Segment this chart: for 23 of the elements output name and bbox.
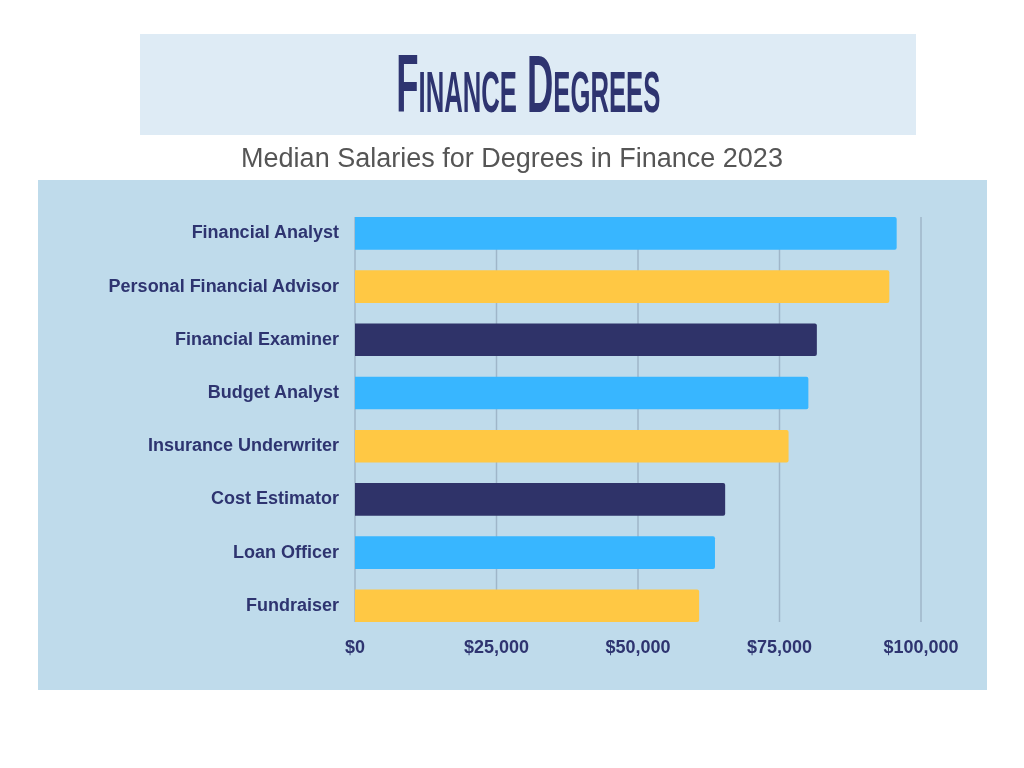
bar <box>355 217 897 250</box>
y-tick-label: Loan Officer <box>232 541 339 562</box>
y-tick-label: Financial Examiner <box>174 328 339 349</box>
bar <box>355 483 726 516</box>
chart-subtitle: Median Salaries for Degrees in Finance 2023 <box>240 142 784 175</box>
bar <box>355 376 809 410</box>
y-tick-label: Budget Analyst <box>207 381 340 402</box>
y-tick-label: Financial Analyst <box>191 222 340 243</box>
bar <box>355 429 789 463</box>
x-tick-label: $25,000 <box>463 637 530 658</box>
bar <box>355 536 715 569</box>
x-tick-label: $100,000 <box>883 637 959 658</box>
bar <box>355 589 700 623</box>
y-tick-label: Personal Financial Advisor <box>108 275 339 296</box>
y-tick-label: Fundraiser <box>245 594 339 615</box>
chart-title: Finance Degrees <box>396 39 660 129</box>
y-tick-label: Insurance Underwriter <box>147 435 339 456</box>
x-tick-label: $75,000 <box>746 637 813 658</box>
y-tick-label: Cost Estimator <box>210 488 339 509</box>
bar <box>355 270 890 303</box>
bar <box>355 323 817 357</box>
x-tick-label: $0 <box>344 637 366 658</box>
x-tick-label: $50,000 <box>605 637 671 658</box>
